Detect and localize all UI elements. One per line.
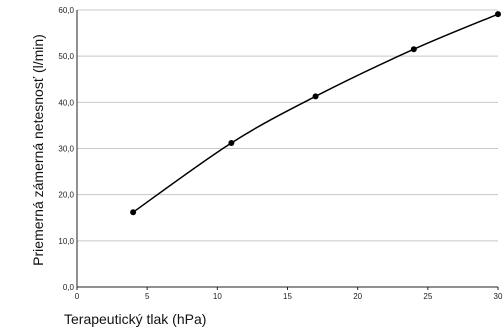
data-point (410, 46, 417, 53)
y-tick-label: 0,0 (63, 283, 75, 292)
x-tick-label: 30 (494, 292, 503, 301)
y-tick-label: 40,0 (58, 98, 74, 107)
x-tick-label: 10 (213, 292, 222, 301)
x-tick-label: 15 (283, 292, 292, 301)
y-tick-label: 60,0 (58, 6, 74, 15)
x-tick-label: 0 (75, 292, 80, 301)
axes (76, 10, 499, 290)
x-tick-label: 25 (423, 292, 432, 301)
x-axis-title: Terapeutický tlak (hPa) (64, 311, 206, 327)
y-tick-label: 20,0 (58, 191, 74, 200)
data-point (130, 209, 137, 216)
y-tick-label: 50,0 (58, 52, 74, 61)
grid-lines (77, 9, 498, 242)
x-tick-label: 5 (145, 292, 150, 301)
y-tick-labels: 0,0 10,0 20,0 30,0 40,0 50,0 60,0 (58, 6, 74, 292)
data-point (495, 11, 501, 18)
series (130, 11, 501, 216)
x-tick-label: 20 (353, 292, 362, 301)
y-tick-label: 30,0 (58, 145, 74, 154)
y-tick-label: 10,0 (58, 237, 74, 246)
series-line (132, 13, 499, 213)
data-point (228, 139, 235, 146)
x-tick-labels: 0 5 10 15 20 25 30 (75, 292, 503, 301)
data-point (312, 93, 319, 100)
y-axis-title: Priemerná zámerná netesnosť (l/min) (30, 34, 46, 266)
